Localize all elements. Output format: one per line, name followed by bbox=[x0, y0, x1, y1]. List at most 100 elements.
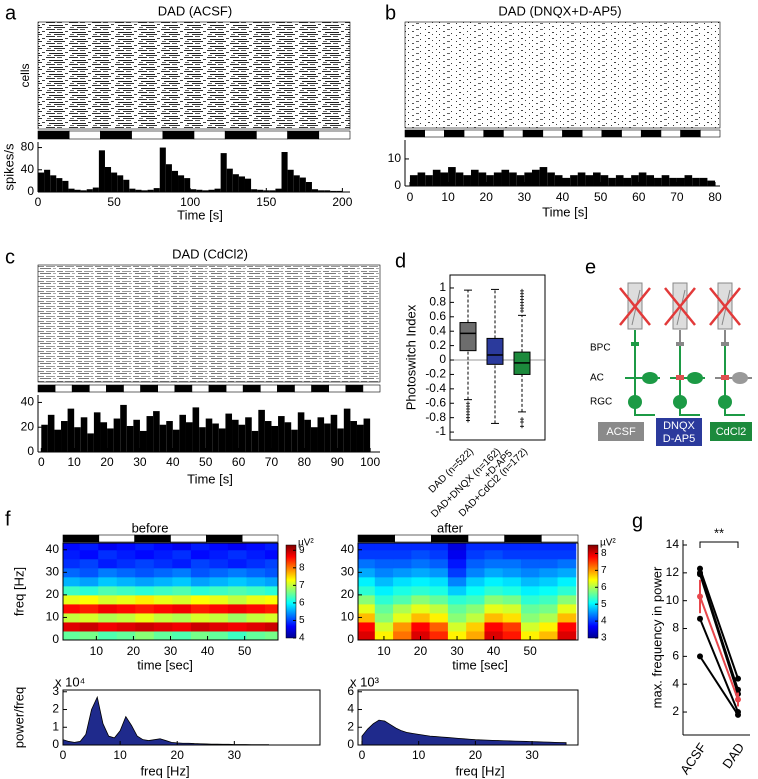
heatmap-cell bbox=[135, 558, 155, 569]
heatmap-cell bbox=[411, 603, 431, 614]
histogram-bar bbox=[684, 175, 693, 186]
heatmap-cell bbox=[172, 549, 192, 560]
histogram-bar bbox=[324, 190, 331, 192]
y-tick-label: 0.4 bbox=[429, 323, 446, 337]
heatmap-cell bbox=[393, 558, 412, 569]
y-multiplier: x 10³ bbox=[350, 674, 380, 689]
histogram-bar bbox=[455, 172, 464, 186]
histogram-bar bbox=[44, 169, 51, 192]
heatmap-cell bbox=[520, 585, 540, 596]
heatmap-cell bbox=[153, 558, 173, 569]
stimulus-segment bbox=[256, 130, 288, 140]
pair-line bbox=[699, 655, 739, 716]
histogram-bar bbox=[615, 175, 624, 186]
x-tick-label: 80 bbox=[708, 190, 722, 204]
y-tick-label: -0.8 bbox=[425, 410, 446, 424]
heatmap-cell bbox=[557, 603, 577, 614]
heatmap-cell bbox=[98, 621, 118, 632]
x-tick-label: ACSF bbox=[677, 740, 709, 777]
x-tick-label: 10 bbox=[412, 748, 426, 762]
histogram-bar bbox=[56, 178, 63, 192]
condition-box bbox=[710, 422, 752, 441]
colorbar-tick-label: 7 bbox=[601, 565, 607, 576]
condition-box bbox=[656, 418, 702, 446]
heatmap-cell bbox=[374, 621, 394, 632]
histogram-bar bbox=[92, 187, 99, 192]
y-tick-label: 0 bbox=[27, 184, 34, 198]
histogram-bar bbox=[225, 413, 233, 452]
y-tick-label: 20 bbox=[341, 587, 355, 601]
heatmap-cell bbox=[227, 612, 247, 623]
histogram-bar bbox=[554, 175, 563, 186]
heatmap-cell bbox=[466, 603, 485, 614]
heatmap-cell bbox=[520, 558, 540, 569]
heatmap-cell bbox=[98, 585, 118, 596]
heatmap-cell bbox=[79, 621, 99, 632]
histogram-bar bbox=[208, 189, 215, 192]
stimulus-segment bbox=[277, 384, 295, 393]
x-tick-label: 80 bbox=[298, 455, 312, 469]
stimulus-segment bbox=[311, 384, 330, 393]
heatmap-cell bbox=[153, 567, 173, 578]
histogram-bar bbox=[470, 169, 479, 186]
heatmap-cell bbox=[484, 576, 504, 587]
heatmap-cell bbox=[447, 543, 467, 551]
heatmap-cell bbox=[116, 603, 136, 614]
histogram-bar bbox=[350, 421, 357, 452]
histogram-bar bbox=[287, 169, 294, 192]
y-tick-label: 40 bbox=[21, 162, 35, 176]
histogram-bar bbox=[100, 422, 108, 452]
stimulus-segment bbox=[318, 130, 351, 140]
colorbar-tick-label: 9 bbox=[299, 545, 305, 556]
heatmap-cell bbox=[484, 603, 504, 614]
point bbox=[697, 615, 703, 622]
histogram-bar bbox=[67, 408, 75, 452]
histogram-bar bbox=[539, 167, 548, 186]
heatmap-cell bbox=[265, 567, 278, 578]
heatmap-cell bbox=[190, 585, 210, 596]
histogram-bar bbox=[692, 177, 700, 186]
heatmap-cell bbox=[98, 630, 118, 640]
heatmap-cell bbox=[447, 567, 467, 578]
heatmap-cell bbox=[246, 621, 266, 632]
y-tick-label: 20 bbox=[46, 587, 60, 601]
stimulus-segment bbox=[68, 130, 101, 140]
histogram-bar bbox=[192, 407, 200, 452]
heatmap-cell bbox=[135, 621, 155, 632]
stimulus-segment bbox=[463, 129, 485, 138]
heatmap-cell bbox=[209, 630, 229, 640]
x-tick-label: 30 bbox=[518, 190, 532, 204]
heatmap-cell bbox=[502, 576, 522, 587]
heatmap-cell bbox=[447, 603, 467, 614]
x-tick-label: 30 bbox=[450, 644, 464, 658]
chart-title: after bbox=[437, 520, 464, 535]
stimulus-segment bbox=[224, 130, 257, 140]
stimulus-segment bbox=[89, 384, 107, 393]
stimulus-segment bbox=[541, 534, 579, 543]
x-tick-label: 10 bbox=[377, 644, 391, 658]
y-tick-label: 30 bbox=[341, 564, 355, 578]
heatmap-cell bbox=[484, 612, 504, 623]
heatmap-cell bbox=[411, 612, 431, 623]
chart-title: before bbox=[132, 520, 169, 535]
heatmap-cell bbox=[227, 549, 247, 560]
heatmap-cell bbox=[411, 630, 431, 640]
histogram-bar bbox=[707, 180, 716, 186]
chart-title: DAD (CdCl2) bbox=[172, 246, 248, 261]
heatmap-cell bbox=[557, 612, 577, 623]
histogram-bar bbox=[50, 175, 57, 192]
heatmap-cell bbox=[98, 549, 118, 560]
histogram-bar bbox=[218, 428, 226, 452]
histogram-bar bbox=[41, 424, 48, 452]
stimulus-segment bbox=[206, 534, 243, 543]
x-axis-label: freq [Hz] bbox=[455, 763, 504, 778]
point bbox=[697, 593, 703, 600]
heatmap-cell bbox=[520, 612, 540, 623]
heatmap-cell bbox=[227, 630, 247, 640]
histogram-bar bbox=[600, 175, 609, 186]
heatmap-cell bbox=[116, 630, 136, 640]
histogram-bar bbox=[214, 188, 221, 192]
point bbox=[735, 675, 741, 682]
heatmap-cell bbox=[98, 543, 118, 551]
